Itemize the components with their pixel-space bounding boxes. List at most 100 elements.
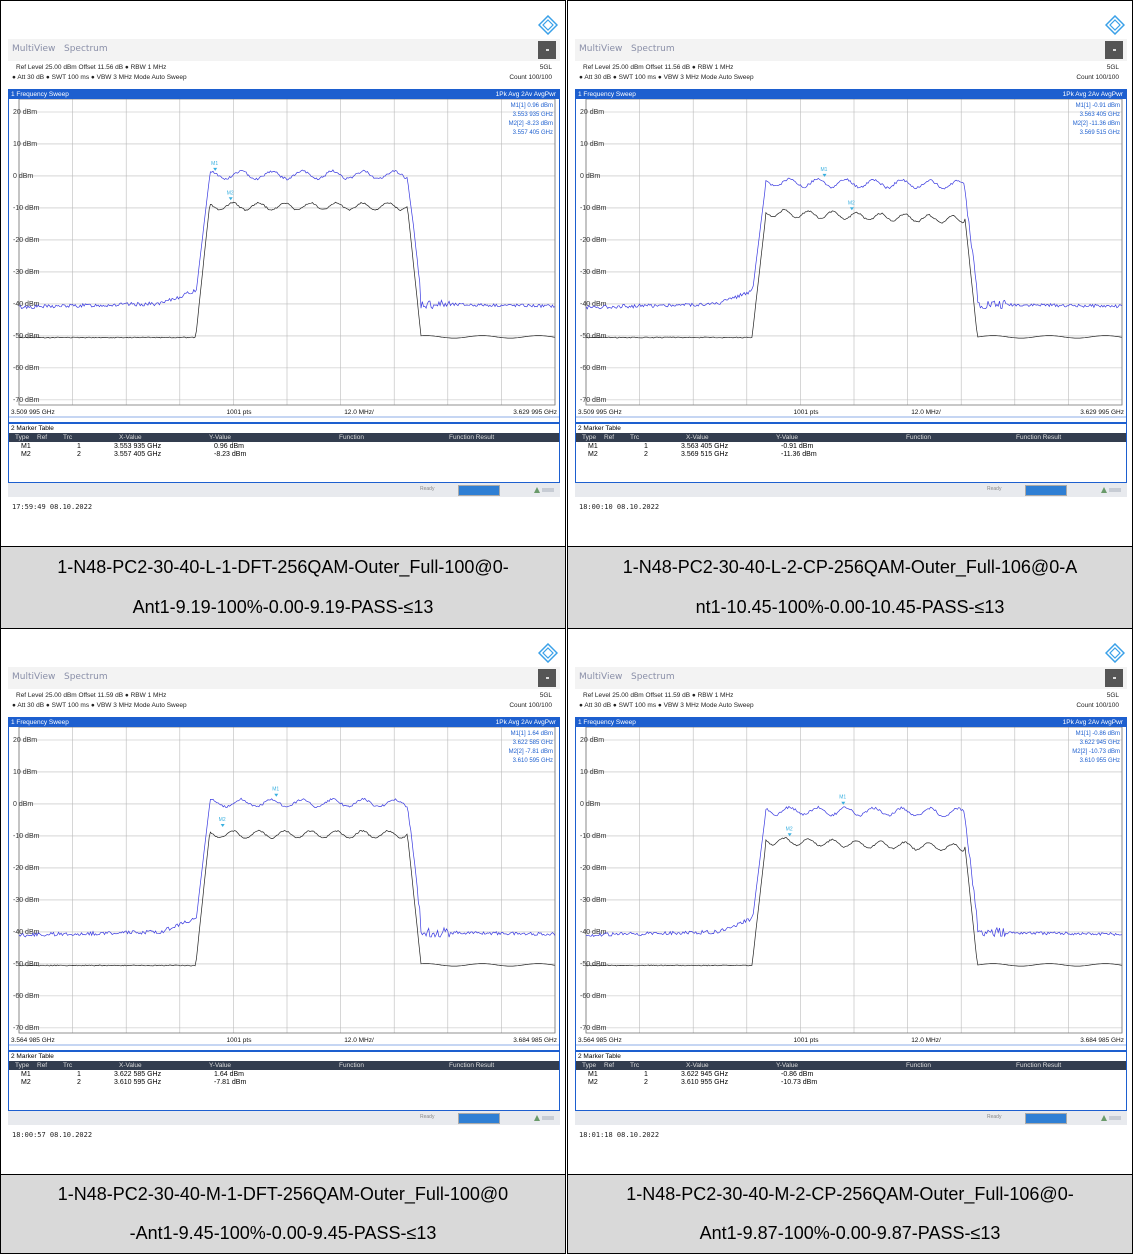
rs-logo-icon [538, 643, 558, 663]
y-tick-label: -70 dBm [13, 397, 40, 404]
marker-table: 2 Marker Table Type Ref Trc X-Value Y-Value Fu… [8, 1051, 560, 1111]
timestamp: 18:00:10 08.10.2022 [579, 503, 660, 511]
settings-info: Ref Level 25.00 dBm Offset 11.59 dB ● RB… [8, 689, 560, 717]
trace-2-avgpwr [18, 201, 556, 339]
marker-trace: 2 [644, 1079, 648, 1086]
marker-m1 [213, 167, 218, 171]
spectrum-plot: 20 dBm 10 dBm 0 dBm -10 dBm -20 dBm -30 dBm -4… [576, 727, 1126, 1046]
col-header-function-result: Function Result [449, 434, 495, 441]
col-header-function-result: Function Result [449, 1062, 495, 1069]
points-label: 1001 pts [227, 1037, 253, 1044]
trace-2-avgpwr [585, 208, 1123, 339]
frequency-sweep-panel: 1 Frequency Sweep 1Pk Avg 2Av AvgPwr 20 dB… [575, 717, 1127, 1051]
caption-line-2: Ant1-9.19-100%-0.00-9.19-PASS-≤13 [132, 597, 434, 618]
settings-line-2: ● Att 30 dB ● SWT 100 ms ● VBW 3 MHz Mod… [12, 702, 187, 709]
marker-table-row: M2 2 3.569 515 GHz -11.36 dBm [576, 451, 1126, 459]
col-header-ref: Ref [37, 434, 48, 441]
col-header-ref: Ref [604, 1062, 615, 1069]
y-tick-label: -70 dBm [580, 397, 607, 404]
warning-icon [1101, 487, 1121, 493]
marker-readout: M1[1] -0.86 dBm [1076, 731, 1120, 737]
span-div-label: 12.0 MHz/ [911, 409, 941, 416]
tab-multiview[interactable]: MultiView [12, 672, 56, 682]
timestamp: 18:00:57 08.10.2022 [12, 1131, 93, 1139]
tab-multiview[interactable]: MultiView [579, 44, 623, 54]
tab-spectrum[interactable]: Spectrum [631, 672, 675, 682]
status-ready: Ready [420, 486, 435, 492]
y-tick-label: -10 dBm [13, 833, 40, 840]
marker-readout: 3.563 405 GHz [1080, 112, 1120, 118]
y-tick-label: -30 dBm [13, 897, 40, 904]
col-header-function: Function [339, 1062, 364, 1069]
settings-line-1: Ref Level 25.00 dBm Offset 11.59 dB ● RB… [583, 692, 734, 699]
marker-y-value: 1.64 dBm [214, 1071, 244, 1078]
marker-type: M2 [588, 1079, 598, 1086]
caption-line-1: 1-N48-PC2-30-40-M-2-CP-256QAM-Outer_Full… [626, 1184, 1074, 1204]
y-tick-label: -20 dBm [13, 865, 40, 872]
menu-button[interactable] [538, 669, 556, 687]
trace-info: 1Pk Avg 2Av AvgPwr [495, 91, 556, 98]
caption-cell: 1-N48-PC2-30-40-M-1-DFT-256QAM-Outer_Ful… [0, 1174, 566, 1254]
settings-line-1: Ref Level 25.00 dBm Offset 11.59 dB ● RB… [16, 692, 167, 699]
caption-line-2: Ant1-9.87-100%-0.00-9.87-PASS-≤13 [699, 1223, 1001, 1243]
status-bar: Ready [575, 1111, 1127, 1125]
sweep-count: Count 100/100 [509, 702, 552, 709]
tab-spectrum[interactable]: Spectrum [631, 44, 675, 54]
sweep-count: Count 100/100 [509, 74, 552, 81]
caption-cell: 1-N48-PC2-30-40-L-1-DFT-256QAM-Outer_Ful… [0, 546, 566, 629]
tab-bar: MultiView Spectrum [575, 39, 1127, 61]
marker-table: 2 Marker Table Type Ref Trc X-Value Y-Value Fu… [575, 1051, 1127, 1111]
menu-button[interactable] [538, 41, 556, 59]
marker-y-value: -0.91 dBm [781, 443, 814, 450]
frequency-sweep-panel: 1 Frequency Sweep 1Pk Avg 2Av AvgPwr 20 dB… [8, 717, 560, 1051]
tab-multiview[interactable]: MultiView [579, 672, 623, 682]
marker-readout: 3.569 515 GHz [1080, 130, 1120, 136]
marker-table-header: Type Ref Trc X-Value Y-Value Function Function… [9, 433, 559, 442]
marker-readout: M1[1] 1.64 dBm [511, 731, 553, 737]
marker-m2-label: M2 [219, 817, 226, 823]
marker-x-value: 3.553 935 GHz [114, 443, 162, 450]
warning-icon [1101, 1115, 1121, 1121]
x-start-label: 3.509 995 GHz [11, 409, 55, 416]
progress-bar [1025, 1113, 1067, 1124]
panel-title: 1 Frequency Sweep [11, 719, 69, 726]
tab-bar: MultiView Spectrum [8, 39, 560, 61]
panel-title: 1 Frequency Sweep [578, 91, 636, 98]
marker-trace: 1 [644, 1071, 648, 1078]
marker-readout: M2[2] -8.23 dBm [509, 121, 553, 127]
marker-m2-label: M2 [848, 200, 855, 206]
spectrum-plot: 20 dBm 10 dBm 0 dBm -10 dBm -20 dBm -30 dBm -4… [9, 727, 559, 1046]
marker-readout: M1[1] -0.91 dBm [1076, 103, 1120, 109]
col-header-y-value: Y-Value [776, 434, 799, 441]
rs-logo-icon [1105, 15, 1125, 35]
tab-spectrum[interactable]: Spectrum [64, 672, 108, 682]
marker-table-title: 2 Marker Table [11, 425, 54, 432]
sweep-count: Count 100/100 [1076, 74, 1119, 81]
timestamp: 18:01:18 08.10.2022 [579, 1131, 660, 1139]
marker-x-value: 3.610 595 GHz [114, 1079, 162, 1086]
marker-type: M1 [588, 443, 598, 450]
col-header-x-value: X-Value [686, 1062, 709, 1069]
y-tick-label: -30 dBm [580, 269, 607, 276]
y-tick-label: 20 dBm [580, 109, 604, 116]
marker-table-row: M1 1 3.553 935 GHz 0.96 dBm [9, 443, 559, 451]
analyzer-screenshot: MultiView Spectrum Ref Level 25.00 dBm Off… [8, 9, 560, 517]
marker-table: 2 Marker Table Type Ref Trc X-Value Y-Value Fu… [575, 423, 1127, 483]
col-header-x-value: X-Value [686, 434, 709, 441]
menu-button[interactable] [1105, 669, 1123, 687]
marker-type: M1 [588, 1071, 598, 1078]
tab-spectrum[interactable]: Spectrum [64, 44, 108, 54]
marker-type: M2 [588, 451, 598, 458]
standard-label: 5GL [1106, 64, 1119, 71]
y-tick-label: -20 dBm [580, 237, 607, 244]
tab-multiview[interactable]: MultiView [12, 44, 56, 54]
analyzer-screenshot: MultiView Spectrum Ref Level 25.00 dBm Off… [8, 637, 560, 1145]
menu-button[interactable] [1105, 41, 1123, 59]
marker-y-value: -8.23 dBm [214, 451, 247, 458]
spectrum-plot: 20 dBm 10 dBm 0 dBm -10 dBm -20 dBm -30 dBm -4… [576, 99, 1126, 418]
y-tick-label: 10 dBm [580, 141, 604, 148]
marker-y-value: -0.86 dBm [781, 1071, 814, 1078]
y-tick-label: 20 dBm [13, 737, 37, 744]
settings-info: Ref Level 25.00 dBm Offset 11.56 dB ● RB… [575, 61, 1127, 89]
